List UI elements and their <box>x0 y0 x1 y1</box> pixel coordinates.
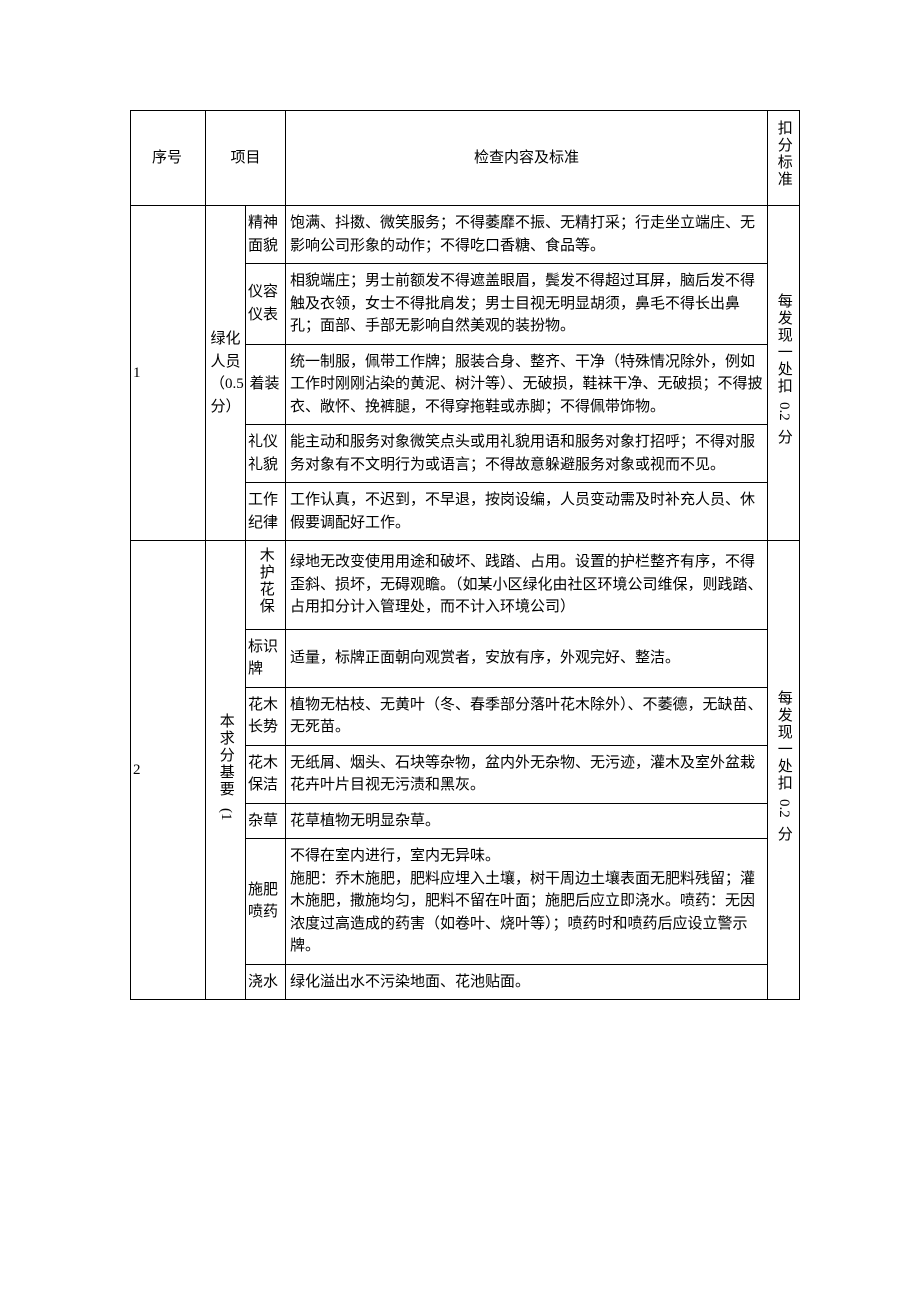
deduct-num: 0.2 <box>772 799 795 818</box>
inspection-table: 序号 项目 检查内容及标准 扣分标准 1 绿化人员（0.5分） 精神面貌 饱满、… <box>130 110 800 1000</box>
subproject-vertical: 木护花保 <box>254 547 277 615</box>
subproject-cell: 花木长势 <box>246 687 286 745</box>
subproject-cell: 仪容仪表 <box>246 264 286 345</box>
deduct-num: 0.2 <box>772 402 795 421</box>
content-cell: 相貌端庄；男士前额发不得遮盖眼眉，鬓发不得超过耳屏，脑后发不得触及衣领，女士不得… <box>286 264 768 345</box>
content-cell: 绿地无改变使用用途和破坏、践踏、占用。设置的护栏整齐有序，不得歪斜、损坏，无碍观… <box>286 541 768 630</box>
subproject-cell: 花木保洁 <box>246 745 286 803</box>
subproject-cell: 着装 <box>246 344 286 425</box>
subproject-cell: 标识牌 <box>246 629 286 687</box>
content-cell: 统一制服，佩带工作牌；服装合身、整齐、干净（特殊情况除外，例如工作时刚刚沾染的黄… <box>286 344 768 425</box>
content-cell: 植物无枯枝、无黄叶（冬、春季部分落叶花木除外）、不萎德，无缺苗、无死苗。 <box>286 687 768 745</box>
header-content: 检查内容及标准 <box>286 111 768 206</box>
subproject-cell: 浇水 <box>246 964 286 1000</box>
seq-cell-2: 2 <box>131 541 206 1000</box>
subproject-cell: 礼仪礼貌 <box>246 425 286 483</box>
table-header-row: 序号 项目 检查内容及标准 扣分标准 <box>131 111 800 206</box>
content-cell: 适量，标牌正面朝向观赏者，安放有序，外观完好、整洁。 <box>286 629 768 687</box>
subproject-cell: 杂草 <box>246 803 286 839</box>
project-cell-1: 绿化人员（0.5分） <box>206 206 246 541</box>
content-cell: 花草植物无明显杂草。 <box>286 803 768 839</box>
project-cell-2: 本求分基要 (1 <box>206 541 246 1000</box>
content-cell: 绿化溢出水不污染地面、花池贴面。 <box>286 964 768 1000</box>
header-seq: 序号 <box>131 111 206 206</box>
project-num: (1 <box>214 808 237 821</box>
subproject-cell: 施肥喷药 <box>246 839 286 965</box>
subproject-cell: 精神面貌 <box>246 206 286 264</box>
deduct-prefix: 每发现一处扣 <box>772 293 795 395</box>
header-project: 项目 <box>206 111 286 206</box>
deduct-cell-1: 每发现一处扣 0.2 分 <box>768 206 800 541</box>
table-row: 1 绿化人员（0.5分） 精神面貌 饱满、抖擞、微笑服务；不得萎靡不振、无精打采… <box>131 206 800 264</box>
header-deduct: 扣分标准 <box>768 111 800 206</box>
project-prefix: 本求分基要 <box>214 713 237 798</box>
seq-cell-1: 1 <box>131 206 206 541</box>
content-cell: 工作认真，不迟到，不早退，按岗设编，人员变动需及时补充人员、休假要调配好工作。 <box>286 483 768 541</box>
header-deduct-text: 扣分标准 <box>772 120 795 188</box>
content-cell: 饱满、抖擞、微笑服务；不得萎靡不振、无精打采；行走坐立端庄、无影响公司形象的动作… <box>286 206 768 264</box>
subproject-cell: 工作纪律 <box>246 483 286 541</box>
subproject-cell: 木护花保 <box>246 541 286 630</box>
content-cell: 无纸屑、烟头、石块等杂物，盆内外无杂物、无污迹，灌木及室外盆栽花卉叶片目视无污渍… <box>286 745 768 803</box>
content-cell: 能主动和服务对象微笑点头或用礼貌用语和服务对象打招呼；不得对服务对象有不文明行为… <box>286 425 768 483</box>
deduct-prefix: 每发现一处扣 <box>772 690 795 792</box>
deduct-suffix: 分 <box>772 826 795 843</box>
deduct-suffix: 分 <box>772 429 795 446</box>
table-row: 2 本求分基要(1 木护花保 绿地无改变使用用途和破坏、践踏、占用。设置的护栏整… <box>131 541 800 630</box>
deduct-cell-2: 每发现一处扣 0.2 分 <box>768 541 800 1000</box>
content-cell: 不得在室内进行，室内无异味。 施肥：乔木施肥，肥料应埋入土壤，树干周边土壤表面无… <box>286 839 768 965</box>
